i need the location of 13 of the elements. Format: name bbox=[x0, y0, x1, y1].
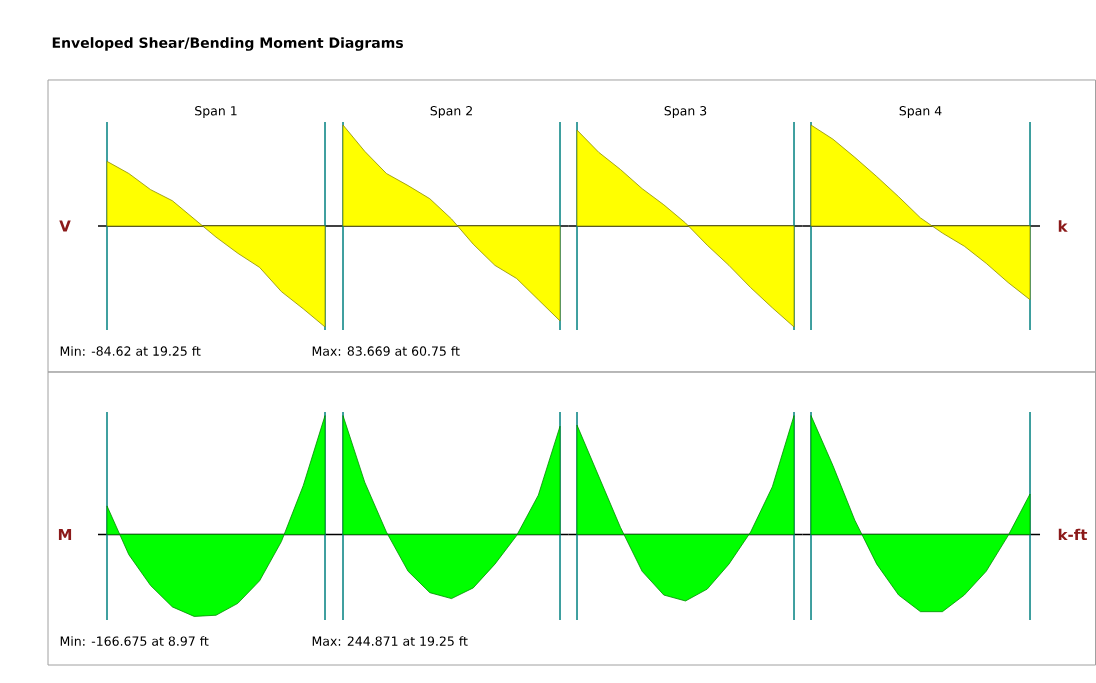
chart-subtitle: Span 2 bbox=[430, 106, 472, 118]
text: Max: 83.669 at 60.75 ft bbox=[312, 346, 460, 356]
text: Min: -84.62 at 19.25 ft bbox=[60, 346, 201, 356]
text: Min: -166.675 at 8.97 ft bbox=[60, 636, 209, 646]
chart-subtitle: Span 4 bbox=[899, 106, 942, 118]
chart-subtitle: Span 3 bbox=[664, 106, 707, 118]
y-axis-title: V bbox=[59, 220, 71, 232]
y2-axis-title: k bbox=[1058, 220, 1068, 232]
chart-title: Enveloped Shear/Bending Moment Diagrams bbox=[52, 37, 403, 51]
chart-subtitle: Span 1 bbox=[195, 106, 237, 118]
text: Max: 244.871 at 19.25 ft bbox=[312, 636, 468, 646]
y2-axis-title: k-ft bbox=[1058, 528, 1088, 541]
y-axis-title: M bbox=[58, 528, 72, 540]
